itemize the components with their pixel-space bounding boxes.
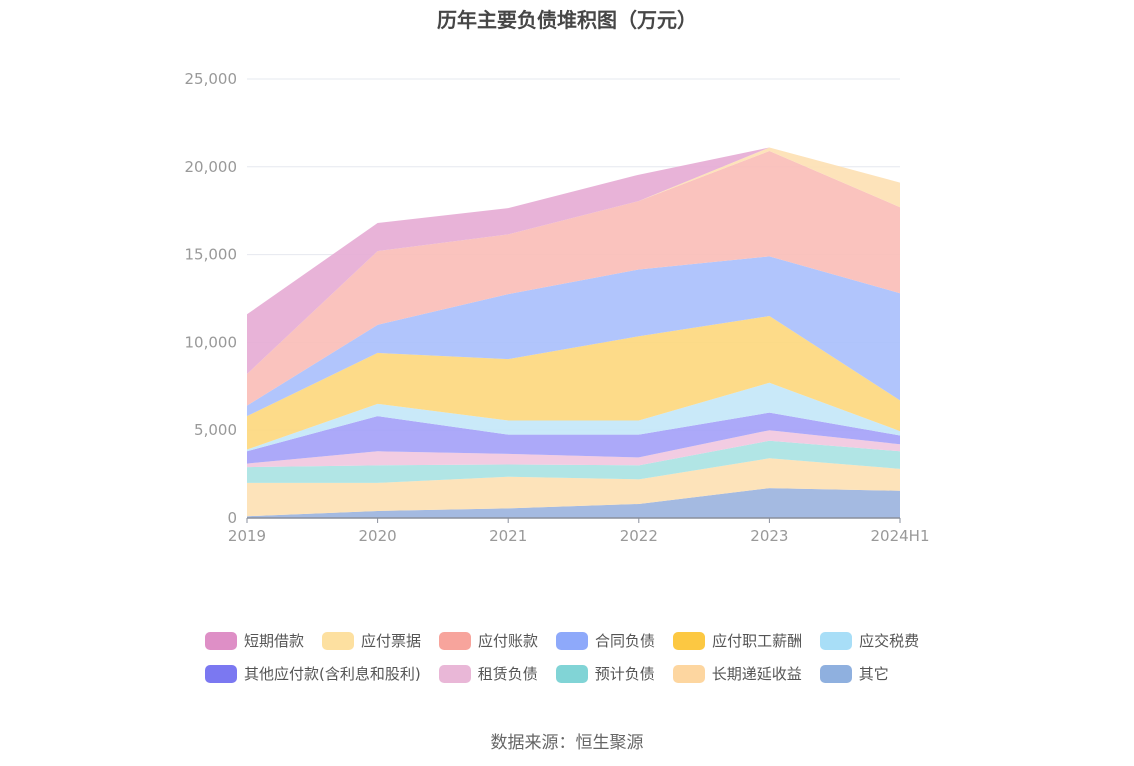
legend-item[interactable]: 合同负债 (556, 630, 655, 651)
legend-label: 其它 (858, 665, 889, 683)
x-tick-label: 2021 (489, 527, 527, 545)
legend-item[interactable]: 应付职工薪酬 (673, 630, 802, 651)
area-series-9 (247, 150, 900, 406)
legend-swatch (438, 664, 471, 683)
legend-swatch (555, 664, 588, 683)
legend-label: 预计负债 (594, 665, 655, 683)
area-series-1 (247, 488, 900, 518)
legend-item[interactable]: 应付账款 (439, 630, 538, 651)
legend-swatch (205, 664, 237, 683)
legend-swatch (673, 631, 706, 650)
x-tick-label: 2023 (750, 527, 788, 545)
legend-label: 其他应付款(含利息和股利) (244, 665, 421, 683)
legend-label: 应付票据 (361, 632, 422, 650)
legend-row-1: 短期借款 应付票据 应付账款 合同负债 应付职工薪酬 应交税费 (205, 630, 919, 651)
area-series-11 (247, 147, 900, 375)
legend-item[interactable]: 预计负债 (555, 663, 655, 684)
legend-row-2: 其他应付款(含利息和股利) 租赁负债 预计负债 长期递延收益 其它 (205, 663, 889, 684)
y-tick-label: 5,000 (194, 421, 237, 439)
area-series-8 (247, 256, 900, 417)
legend-item[interactable]: 其它 (819, 663, 889, 684)
x-tick-label: 2020 (359, 527, 397, 545)
source-note: 数据来源：恒生聚源 (490, 733, 644, 753)
area-series-10 (247, 147, 900, 375)
x-tick-label: 2022 (620, 527, 658, 545)
legend-item[interactable]: 应付票据 (322, 630, 421, 651)
legend-label: 应付账款 (478, 632, 539, 650)
y-tick-label: 15,000 (185, 246, 238, 264)
x-tick-label: 2019 (228, 527, 266, 545)
area-series-3 (247, 440, 900, 483)
y-tick-label: 20,000 (185, 158, 238, 176)
legend-swatch (672, 664, 705, 683)
area-series-7 (247, 316, 900, 450)
area-series-6 (247, 382, 900, 452)
legend-swatch (322, 631, 355, 650)
area-series-2 (247, 458, 900, 517)
y-tick-label: 10,000 (185, 333, 238, 351)
legend-item[interactable]: 应交税费 (820, 630, 919, 651)
legend-item[interactable]: 其他应付款(含利息和股利) (205, 663, 421, 684)
legend-label: 租赁负债 (477, 665, 538, 683)
legend-swatch (205, 631, 237, 650)
legend-label: 应交税费 (859, 632, 920, 650)
legend-label: 长期递延收益 (711, 665, 802, 683)
legend-item[interactable]: 长期递延收益 (672, 663, 802, 684)
y-tick-label: 25,000 (185, 70, 238, 88)
area-series-5 (247, 412, 900, 464)
legend-item[interactable]: 短期借款 (205, 630, 304, 651)
legend-swatch (819, 664, 852, 683)
area-series-4 (247, 430, 900, 468)
x-tick-label: 2024H1 (871, 527, 930, 545)
area-chart: 0 5,000 10,000 15,000 20,000 25,000 2019 2020 20… (185, 70, 930, 545)
legend-swatch (820, 631, 853, 650)
legend-swatch (556, 631, 589, 650)
legend-label: 短期借款 (244, 632, 305, 650)
chart-title: 历年主要负债堆积图（万元） (437, 8, 697, 32)
legend-label: 应付职工薪酬 (712, 632, 803, 650)
legend-item[interactable]: 租赁负债 (438, 663, 538, 684)
legend-label: 合同负债 (595, 632, 656, 650)
legend-swatch (439, 631, 472, 650)
y-tick-label: 0 (227, 509, 237, 527)
